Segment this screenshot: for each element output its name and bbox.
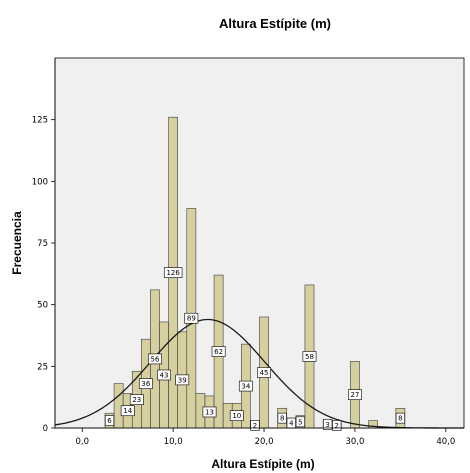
y-tick-label: 75 — [37, 239, 48, 249]
data-label-text: 36 — [141, 380, 150, 388]
chart-title: Altura Estípite (m) — [219, 16, 331, 31]
data-label-text: 2 — [253, 422, 257, 430]
data-label-box — [257, 367, 271, 378]
data-label: 3 — [323, 418, 333, 430]
data-label: 89 — [184, 312, 199, 324]
data-label-text: 43 — [160, 371, 169, 379]
data-label-box — [184, 312, 199, 324]
data-label-text: 58 — [305, 353, 314, 361]
data-label: 5 — [295, 416, 306, 428]
y-axis-label: Frecuencia — [10, 211, 24, 275]
x-tick-label: 30,0 — [345, 437, 364, 447]
data-label-text: 56 — [151, 355, 160, 363]
data-label: 23 — [129, 394, 144, 405]
data-label: 4 — [286, 417, 296, 429]
data-label: 62 — [211, 346, 226, 357]
data-label: 2 — [332, 420, 342, 431]
data-label-box — [332, 420, 342, 431]
data-label-text: 4 — [289, 420, 294, 428]
data-label-box — [250, 420, 260, 431]
x-axis-label: Altura Estípite (m) — [211, 457, 314, 471]
data-label: 27 — [348, 389, 362, 401]
data-label-text: 8 — [398, 415, 402, 423]
data-label-text: 6 — [107, 417, 112, 425]
y-tick-label: 0 — [43, 424, 48, 434]
data-label: 36 — [138, 378, 153, 389]
data-label: 56 — [148, 353, 162, 365]
data-label: 126 — [163, 267, 183, 278]
y-tick-label: 25 — [37, 362, 48, 372]
data-label-text: 8 — [280, 415, 284, 423]
data-label: 8 — [395, 412, 405, 424]
data-label-text: 3 — [325, 421, 329, 429]
data-label-box — [148, 353, 162, 365]
data-label-box — [211, 346, 226, 357]
data-label-box — [175, 374, 190, 386]
data-label-box — [348, 389, 362, 401]
data-label-box — [157, 369, 171, 381]
data-label-box — [229, 410, 244, 421]
data-label: 13 — [202, 406, 217, 418]
data-label-box — [202, 406, 217, 418]
x-tick-label: 10,0 — [164, 437, 183, 447]
data-label-text: 34 — [241, 383, 250, 391]
data-label: 45 — [257, 367, 271, 378]
x-tick-label: 20,0 — [255, 437, 274, 447]
data-label-box — [104, 415, 115, 426]
data-label-text: 23 — [132, 396, 141, 404]
data-label-box — [120, 405, 135, 417]
data-label: 6 — [104, 415, 115, 426]
data-label: 2 — [250, 420, 260, 431]
data-label-box — [163, 267, 183, 278]
data-label-text: 10 — [232, 412, 241, 420]
data-label: 34 — [238, 380, 253, 392]
data-label-text: 2 — [335, 422, 339, 430]
data-label-text: 13 — [205, 408, 214, 416]
data-label: 39 — [175, 374, 190, 386]
data-label-box — [138, 378, 153, 389]
data-label-box — [395, 412, 405, 424]
normal-curve — [54, 318, 465, 429]
data-label-text: 45 — [260, 369, 269, 377]
data-label: 10 — [229, 410, 244, 421]
data-label-box — [238, 380, 253, 392]
y-tick-label: 100 — [32, 177, 48, 187]
y-tick-label: 125 — [32, 116, 48, 126]
data-label-text: 39 — [178, 376, 187, 384]
data-label-box — [129, 394, 144, 405]
data-label-box — [323, 418, 333, 430]
data-label: 8 — [277, 412, 287, 424]
data-label-text: 27 — [350, 391, 359, 399]
data-label-box — [277, 412, 287, 424]
data-label: 14 — [120, 405, 135, 417]
y-tick-label: 50 — [37, 301, 48, 311]
data-label-text: 126 — [166, 269, 180, 277]
x-tick-label: 40,0 — [436, 437, 455, 447]
data-label-box — [295, 416, 306, 428]
data-label-text: 89 — [187, 315, 196, 323]
data-label: 43 — [157, 369, 171, 381]
data-label-box — [302, 351, 317, 362]
data-label-text: 62 — [214, 348, 223, 356]
data-label-text: 14 — [123, 407, 132, 415]
data-label-text: 5 — [298, 418, 302, 426]
data-label: 58 — [302, 351, 317, 362]
x-tick-label: 0,0 — [76, 437, 90, 447]
